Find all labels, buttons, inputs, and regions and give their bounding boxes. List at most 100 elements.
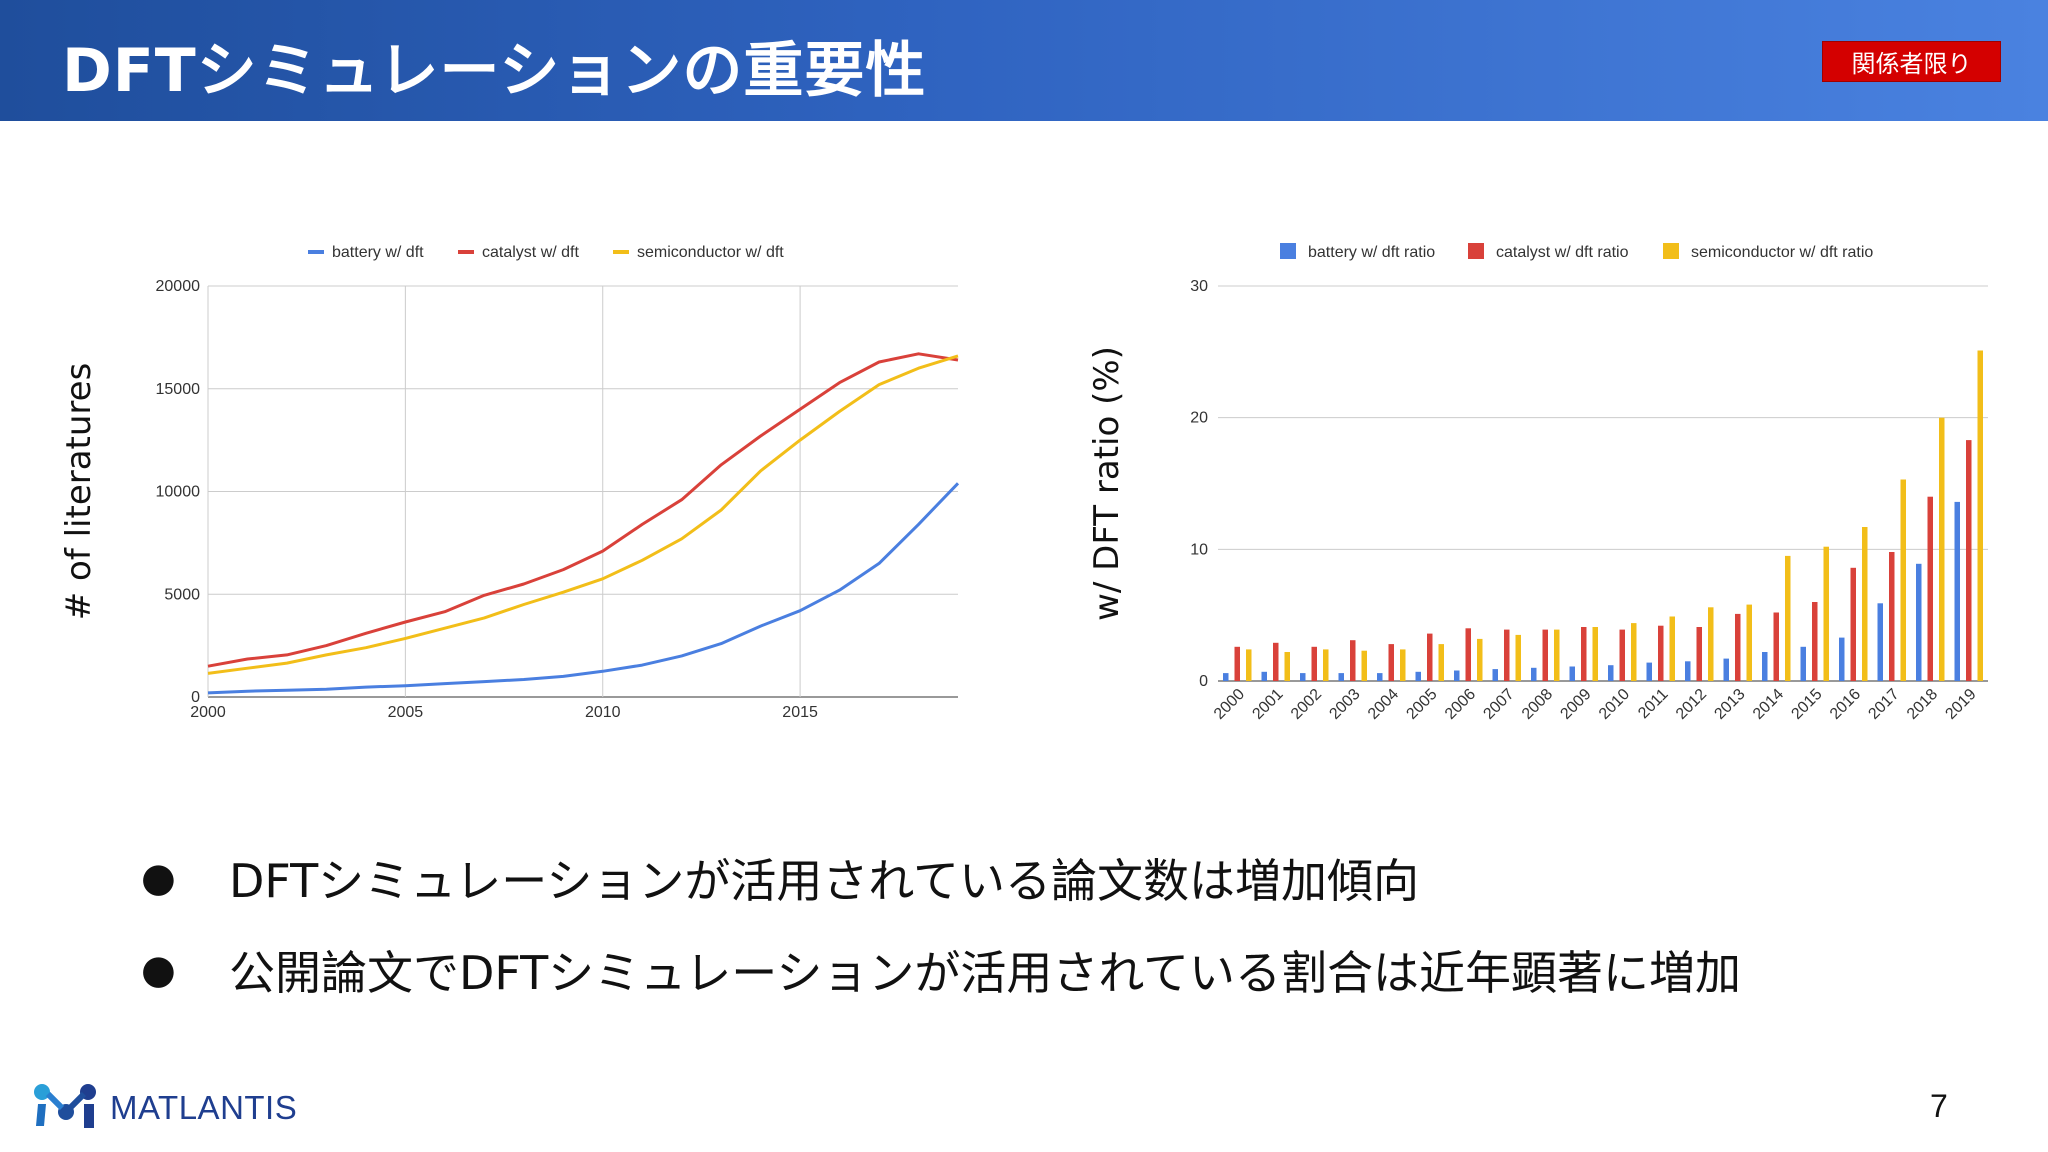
bar xyxy=(1554,629,1560,681)
bar xyxy=(1812,602,1818,681)
bar xyxy=(1696,627,1702,681)
x-tick-label: 2000 xyxy=(1211,686,1248,723)
bar xyxy=(1246,649,1252,681)
bar xyxy=(1415,671,1421,681)
bar xyxy=(1746,604,1752,681)
x-tick-label: 2010 xyxy=(1596,686,1633,723)
x-tick-label: 2014 xyxy=(1750,686,1787,723)
x-tick-label: 2001 xyxy=(1249,686,1286,723)
bar xyxy=(1569,666,1575,681)
bar xyxy=(1400,649,1406,681)
legend-swatch xyxy=(308,250,324,254)
bar xyxy=(1273,642,1279,681)
bar xyxy=(1658,625,1664,681)
legend-swatch xyxy=(458,250,474,254)
legend-label: catalyst w/ dft ratio xyxy=(1496,244,1629,261)
bar xyxy=(1492,669,1498,681)
legend-label: semiconductor w/ dft ratio xyxy=(1691,244,1873,261)
header-bar: DFTシミュレーションの重要性 関係者限り xyxy=(0,0,2048,121)
series-line xyxy=(207,354,959,675)
bar xyxy=(1388,644,1394,681)
legend-swatch xyxy=(1663,243,1679,259)
legend-swatch xyxy=(1468,243,1484,259)
matlantis-logo-icon xyxy=(34,1084,96,1128)
bullet-item: ● DFTシミュレーションが活用されている論文数は増加傾向 xyxy=(135,832,1741,924)
bar xyxy=(1900,479,1906,681)
bar xyxy=(1234,646,1240,681)
bar xyxy=(1966,440,1972,681)
confidential-badge: 関係者限り xyxy=(1822,41,2001,82)
series-line xyxy=(207,352,959,668)
bullet-marker: ● xyxy=(141,855,176,901)
bullet-list: ● DFTシミュレーションが活用されている論文数は増加傾向 ● 公開論文でDFT… xyxy=(135,832,1741,1016)
x-tick-label: 2019 xyxy=(1942,686,1979,723)
y-tick-label: 20000 xyxy=(156,278,201,295)
bar xyxy=(1592,627,1598,681)
bar xyxy=(1454,670,1460,681)
legend-label: battery w/ dft xyxy=(332,244,424,261)
bar xyxy=(1927,496,1933,681)
bar xyxy=(1877,603,1883,681)
bar xyxy=(1261,671,1267,681)
bar xyxy=(1669,616,1675,681)
legend-swatch xyxy=(1280,243,1296,259)
x-tick-label: 2009 xyxy=(1557,686,1594,723)
bar xyxy=(1823,546,1829,681)
x-tick-label: 2016 xyxy=(1827,686,1864,723)
x-tick-label: 2012 xyxy=(1673,686,1710,723)
bullet-marker: ● xyxy=(141,947,176,993)
bar xyxy=(1542,629,1548,681)
legend-label: semiconductor w/ dft xyxy=(637,244,784,261)
bar xyxy=(1515,634,1521,681)
bar xyxy=(1438,644,1444,681)
y-tick-label: 15000 xyxy=(156,381,201,398)
bar xyxy=(1300,673,1306,681)
x-tick-label: 2004 xyxy=(1365,686,1402,723)
bar xyxy=(1531,667,1537,681)
bar xyxy=(1504,629,1510,681)
y-axis-label: # of literatures xyxy=(59,363,99,621)
bar xyxy=(1646,662,1652,681)
bar xyxy=(1361,650,1367,681)
bar xyxy=(1723,658,1729,681)
bullet-item: ● 公開論文でDFTシミュレーションが活用されている割合は近年顕著に増加 xyxy=(135,924,1741,1016)
bar xyxy=(1839,637,1845,681)
bar xyxy=(1581,627,1587,681)
y-tick-label: 20 xyxy=(1190,410,1208,427)
bar xyxy=(1850,567,1856,681)
bar xyxy=(1323,649,1329,681)
bullet-text: DFTシミュレーションが活用されている論文数は増加傾向 xyxy=(229,854,1419,908)
y-tick-label: 10 xyxy=(1190,541,1208,558)
bar xyxy=(1773,612,1779,681)
x-tick-label: 2006 xyxy=(1442,686,1479,723)
x-tick-label: 2018 xyxy=(1904,686,1941,723)
bar xyxy=(1477,638,1483,681)
x-tick-label: 2011 xyxy=(1635,686,1671,722)
x-tick-label: 2015 xyxy=(782,704,818,721)
x-tick-label: 2000 xyxy=(190,704,226,721)
bar xyxy=(1619,629,1625,681)
x-tick-label: 2017 xyxy=(1865,686,1902,723)
y-tick-label: 5000 xyxy=(164,586,200,603)
bar xyxy=(1977,350,1983,681)
legend-label: catalyst w/ dft xyxy=(482,244,579,261)
footer-logo: MATLANTIS xyxy=(32,1082,297,1134)
y-tick-label: 30 xyxy=(1190,278,1208,295)
page-title: DFTシミュレーションの重要性 xyxy=(62,36,927,106)
y-tick-label: 10000 xyxy=(156,484,201,501)
bar xyxy=(1862,527,1868,681)
x-tick-label: 2007 xyxy=(1480,686,1517,723)
bar xyxy=(1350,640,1356,681)
bar xyxy=(1685,661,1691,682)
bar xyxy=(1954,501,1960,681)
bar xyxy=(1735,613,1741,681)
bar xyxy=(1338,673,1344,681)
bar xyxy=(1465,628,1471,681)
bar xyxy=(1284,652,1290,681)
line-chart-literatures: # of literatures 0 5000 10000 15000 20000 2000… xyxy=(59,244,960,721)
bar xyxy=(1800,646,1806,681)
bar xyxy=(1427,633,1433,681)
x-tick-label: 2003 xyxy=(1326,686,1363,723)
x-tick-label: 2002 xyxy=(1288,686,1325,723)
